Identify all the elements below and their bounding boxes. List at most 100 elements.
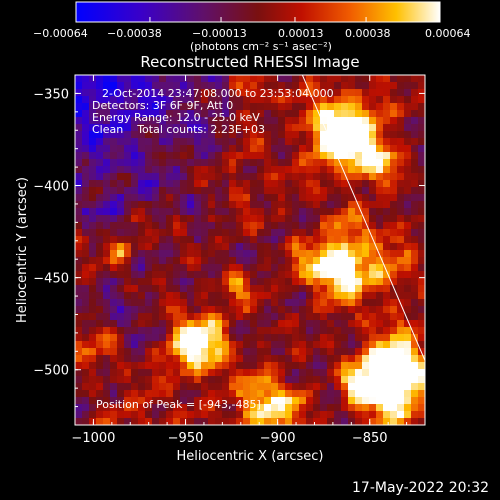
heatmap-cell (292, 334, 300, 342)
heatmap-cell (397, 369, 405, 377)
heatmap-cell (285, 110, 293, 118)
heatmap-cell (82, 138, 90, 146)
heatmap-cell (208, 362, 216, 370)
heatmap-cell (201, 117, 209, 125)
heatmap-cell (194, 166, 202, 174)
heatmap-cell (418, 320, 425, 328)
heatmap-cell (362, 306, 370, 314)
heatmap-cell (411, 152, 419, 160)
heatmap-cell (110, 362, 118, 370)
heatmap-cell (341, 313, 349, 321)
heatmap-cell (110, 138, 118, 146)
heatmap-cell (320, 236, 328, 244)
heatmap-cell (418, 362, 425, 370)
heatmap-cell (292, 180, 300, 188)
heatmap-cell (334, 404, 342, 412)
heatmap-cell (278, 124, 286, 132)
heatmap-cell (89, 257, 97, 265)
heatmap-cell (369, 306, 377, 314)
heatmap-cell (264, 180, 272, 188)
heatmap-cell (390, 131, 398, 139)
heatmap-cell (348, 257, 356, 265)
heatmap-cell (159, 376, 167, 384)
heatmap-cell (341, 341, 349, 349)
heatmap-cell (362, 418, 370, 425)
heatmap-cell (173, 138, 181, 146)
heatmap-cell (117, 82, 125, 90)
heatmap-cell (159, 110, 167, 118)
heatmap-cell (110, 159, 118, 167)
heatmap-cell (131, 208, 139, 216)
heatmap-cell (173, 166, 181, 174)
heatmap-cell (397, 292, 405, 300)
heatmap-cell (82, 110, 90, 118)
heatmap-cell (292, 355, 300, 363)
heatmap-cell (271, 341, 279, 349)
heatmap-cell (362, 159, 370, 167)
heatmap-cell (299, 313, 307, 321)
heatmap-cell (215, 75, 223, 83)
heatmap-cell (187, 285, 195, 293)
heatmap-cell (264, 418, 272, 425)
heatmap-cell (320, 404, 328, 412)
heatmap-cell (96, 341, 104, 349)
heatmap-cell (250, 383, 258, 391)
heatmap-cell (320, 411, 328, 419)
heatmap-cell (362, 313, 370, 321)
heatmap-cell (278, 236, 286, 244)
heatmap-cell (103, 327, 111, 335)
heatmap-cell (264, 82, 272, 90)
heatmap-cell (411, 89, 419, 97)
heatmap-cell (89, 159, 97, 167)
heatmap-cell (138, 292, 146, 300)
heatmap-cell (110, 355, 118, 363)
heatmap-cell (110, 82, 118, 90)
heatmap-cell (376, 411, 384, 419)
heatmap-cell (285, 173, 293, 181)
heatmap-cell (306, 341, 314, 349)
heatmap-cell (390, 145, 398, 153)
heatmap-cell (215, 96, 223, 104)
heatmap-cell (299, 348, 307, 356)
heatmap-cell (138, 229, 146, 237)
heatmap-cell (222, 145, 230, 153)
heatmap-cell (306, 292, 314, 300)
heatmap-cell (348, 285, 356, 293)
heatmap-cell (82, 222, 90, 230)
heatmap-cell (264, 110, 272, 118)
heatmap-cell (75, 82, 83, 90)
heatmap-cell (187, 103, 195, 111)
x-axis-label: Heliocentric X (arcsec) (177, 449, 324, 464)
heatmap-cell (299, 257, 307, 265)
heatmap-cell (397, 257, 405, 265)
heatmap-cell (390, 264, 398, 272)
heatmap-cell (285, 89, 293, 97)
y-axis: −350−400−450−500 (33, 74, 425, 426)
heatmap-cell (89, 313, 97, 321)
heatmap-cell (313, 271, 321, 279)
heatmap-cell (194, 96, 202, 104)
heatmap-cell (320, 131, 328, 139)
heatmap-cell (222, 229, 230, 237)
heatmap-cell (306, 334, 314, 342)
heatmap-cell (152, 292, 160, 300)
heatmap-cell (222, 152, 230, 160)
heatmap-cell (75, 257, 83, 265)
heatmap-cell (110, 110, 118, 118)
heatmap-cell (180, 236, 188, 244)
heatmap-cell (180, 243, 188, 251)
heatmap-cell (397, 173, 405, 181)
heatmap-cell (194, 299, 202, 307)
heatmap-cell (278, 89, 286, 97)
heatmap-cell (250, 264, 258, 272)
heatmap-cell (75, 145, 83, 153)
heatmap-cell (82, 250, 90, 258)
heatmap-cell (201, 138, 209, 146)
heatmap-cell (257, 145, 265, 153)
heatmap-cell (89, 271, 97, 279)
heatmap-cell (138, 145, 146, 153)
heatmap-cell (306, 110, 314, 118)
heatmap-cell (404, 362, 412, 370)
heatmap-cell (271, 222, 279, 230)
heatmap-cell (285, 278, 293, 286)
